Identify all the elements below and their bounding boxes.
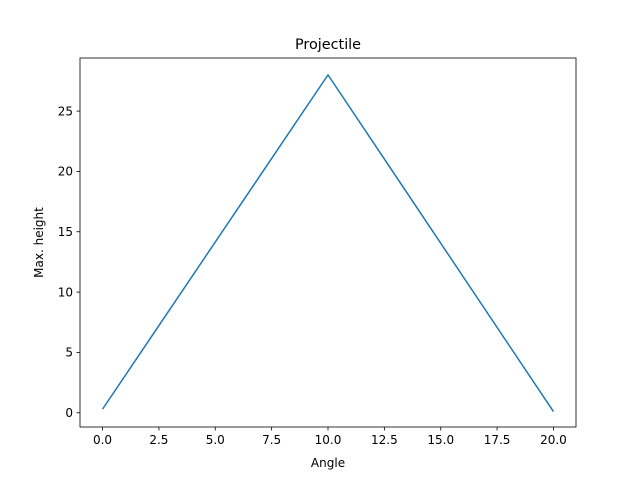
x-tick-label: 15.0	[427, 433, 454, 447]
y-axis-label: Max. height	[32, 207, 46, 278]
chart-title: Projectile	[295, 37, 361, 53]
y-tick-label: 0	[65, 406, 73, 420]
x-tick-label: 10.0	[315, 433, 342, 447]
plot-layer	[101, 74, 555, 412]
x-tick-label: 2.5	[149, 433, 168, 447]
x-tick-label: 20.0	[540, 433, 567, 447]
series-line-0	[101, 74, 555, 412]
y-tick-label: 5	[65, 346, 73, 360]
x-tick-label: 5.0	[206, 433, 225, 447]
y-tick-label: 15	[58, 225, 73, 239]
x-axis-label: Angle	[311, 456, 345, 470]
y-tick-label: 10	[58, 285, 73, 299]
x-axis-ticks: 0.0 2.5 5.0 7.5 10.0 12.5 15.0 17.5 20.0	[93, 427, 567, 447]
x-tick-label: 12.5	[371, 433, 398, 447]
y-tick-label: 25	[58, 104, 73, 118]
x-tick-label: 7.5	[262, 433, 281, 447]
x-tick-label: 17.5	[484, 433, 511, 447]
y-axis-ticks: 0 5 10 15 20 25	[58, 104, 80, 420]
x-tick-label: 0.0	[93, 433, 112, 447]
y-tick-label: 20	[58, 165, 73, 179]
